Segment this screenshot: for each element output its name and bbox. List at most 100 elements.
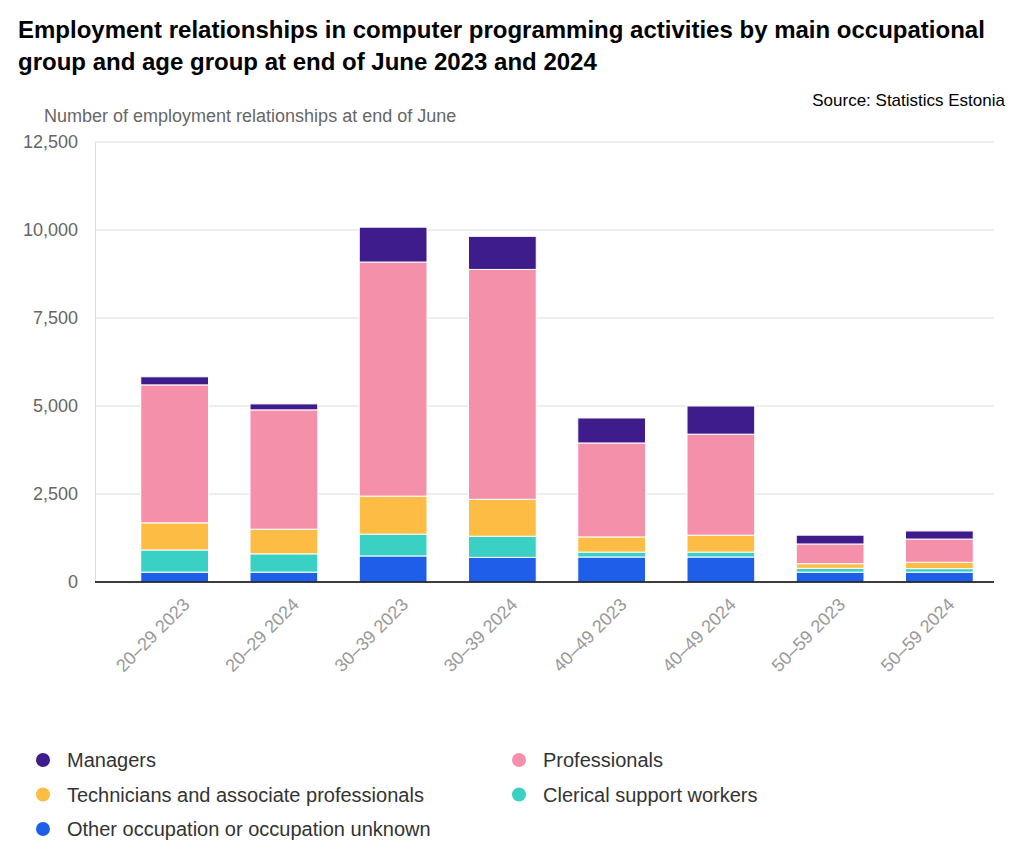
bar: [578, 418, 646, 443]
bar: [141, 385, 209, 523]
y-tick-label: 5,000: [33, 396, 78, 416]
grid-line: [95, 230, 994, 231]
bar: [250, 404, 318, 410]
chart: Employment relationships in computer pro…: [0, 0, 1024, 853]
bar: [250, 410, 318, 529]
bar: [687, 434, 755, 535]
series: [141, 262, 973, 564]
bars: [141, 227, 973, 582]
legend-label: Technicians and associate professionals: [67, 784, 424, 806]
legend-item: Professionals: [512, 749, 663, 771]
legend-marker: [36, 788, 50, 802]
bar: [250, 554, 318, 572]
grid-line: [95, 318, 994, 319]
y-tick-label: 12,500: [23, 132, 78, 152]
y-tick: 10,000: [23, 220, 95, 240]
bar: [141, 550, 209, 572]
legend-item: Other occupation or occupation unknown: [36, 818, 431, 840]
bar: [796, 564, 864, 569]
x-tick-label: 50–59 2024: [877, 594, 958, 675]
bar: [359, 262, 427, 496]
y-tick-label: 0: [68, 572, 78, 592]
bar: [578, 557, 646, 582]
bar: [796, 544, 864, 564]
title-line: Employment relationships in computer pro…: [18, 16, 985, 43]
bar: [687, 406, 755, 434]
y-tick: 0: [68, 572, 95, 592]
x-tick: 40–49 2024: [658, 582, 739, 676]
x-tick-label: 50–59 2023: [768, 594, 849, 675]
grid-line: [95, 582, 994, 583]
y-tick-label: 10,000: [23, 220, 78, 240]
bar: [687, 552, 755, 557]
x-axis: 20–29 2023 20–29 2024 30–39 2023 30–39 2024…: [95, 582, 994, 676]
y-tick: 5,000: [33, 396, 95, 416]
x-tick: 20–29 2023: [112, 582, 193, 676]
x-tick-label: 40–49 2024: [658, 594, 739, 675]
x-tick: 40–49 2023: [549, 582, 630, 676]
x-tick-label: 20–29 2023: [112, 594, 193, 675]
legend-label: Professionals: [543, 749, 663, 771]
y-axis-line: [95, 143, 96, 583]
bar: [906, 539, 974, 562]
bar: [578, 537, 646, 552]
y-axis-title: Number of employment relationships at en…: [44, 106, 456, 126]
x-tick-label: 30–39 2024: [440, 594, 521, 675]
y-tick: 7,500: [33, 308, 95, 328]
bar: [141, 523, 209, 550]
y-tick: 12,500: [23, 132, 95, 152]
x-tick: 20–29 2024: [221, 582, 302, 676]
y-tick-label: 7,500: [33, 308, 78, 328]
bar: [469, 499, 537, 536]
legend-marker: [512, 788, 526, 802]
bar: [359, 556, 427, 582]
x-tick-label: 40–49 2023: [549, 594, 630, 675]
bar: [578, 443, 646, 537]
legend-marker: [36, 822, 50, 836]
legend-label: Managers: [67, 749, 156, 771]
bar: [469, 557, 537, 582]
bar: [796, 568, 864, 572]
bar: [687, 557, 755, 582]
bar: [359, 227, 427, 262]
x-tick: 30–39 2023: [331, 582, 412, 676]
legend: Managers Professionals Technicians and ass…: [36, 749, 758, 840]
bar: [469, 536, 537, 557]
bar: [359, 534, 427, 556]
legend-marker: [36, 753, 50, 767]
y-axis: 0 2,500 5,000 7,500 10,000 12,500: [23, 132, 96, 592]
grid-line: [95, 142, 994, 143]
legend-item: Managers: [36, 749, 156, 771]
source: Source: Statistics Estonia: [812, 91, 1005, 110]
legend-label: Clerical support workers: [543, 784, 758, 806]
bar: [141, 377, 209, 385]
grid: [95, 142, 994, 582]
x-tick: 50–59 2024: [877, 582, 958, 676]
bar: [578, 552, 646, 557]
bar: [796, 535, 864, 544]
grid-line: [95, 406, 994, 407]
legend-item: Clerical support workers: [512, 784, 758, 806]
series: [141, 227, 973, 544]
bar: [906, 572, 974, 582]
legend-marker: [512, 753, 526, 767]
grid-line: [95, 494, 994, 495]
bar: [687, 535, 755, 552]
bar: [906, 531, 974, 539]
bar: [906, 562, 974, 568]
bar: [250, 572, 318, 582]
bar: [359, 496, 427, 534]
title-line: group and age group at end of June 2023 …: [18, 48, 597, 75]
y-tick-label: 2,500: [33, 484, 78, 504]
y-tick: 2,500: [33, 484, 95, 504]
legend-label: Other occupation or occupation unknown: [67, 818, 431, 840]
bar: [796, 572, 864, 582]
bar: [469, 269, 537, 499]
bar: [141, 572, 209, 582]
legend-item: Technicians and associate professionals: [36, 784, 424, 806]
title: Employment relationships in computer pro…: [18, 16, 985, 75]
x-tick-label: 20–29 2024: [221, 594, 302, 675]
x-tick: 50–59 2023: [768, 582, 849, 676]
bar: [906, 569, 974, 573]
x-tick-label: 30–39 2023: [331, 594, 412, 675]
